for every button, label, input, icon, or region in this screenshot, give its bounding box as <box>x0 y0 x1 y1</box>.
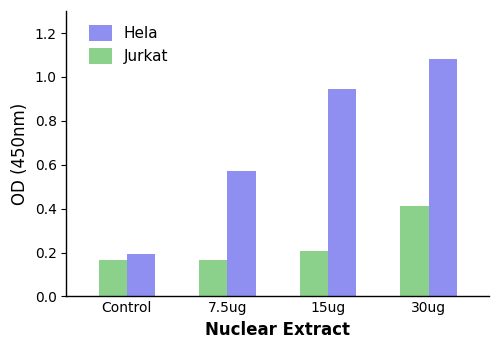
Bar <box>126 254 155 296</box>
Bar <box>199 260 228 296</box>
Bar <box>400 206 428 296</box>
Bar <box>328 89 356 296</box>
Bar <box>98 260 126 296</box>
Bar <box>228 171 256 296</box>
Bar <box>300 251 328 296</box>
Y-axis label: OD (450nm): OD (450nm) <box>11 103 29 205</box>
X-axis label: Nuclear Extract: Nuclear Extract <box>205 321 350 339</box>
Bar <box>428 59 456 296</box>
Legend: Hela, Jurkat: Hela, Jurkat <box>82 19 174 71</box>
